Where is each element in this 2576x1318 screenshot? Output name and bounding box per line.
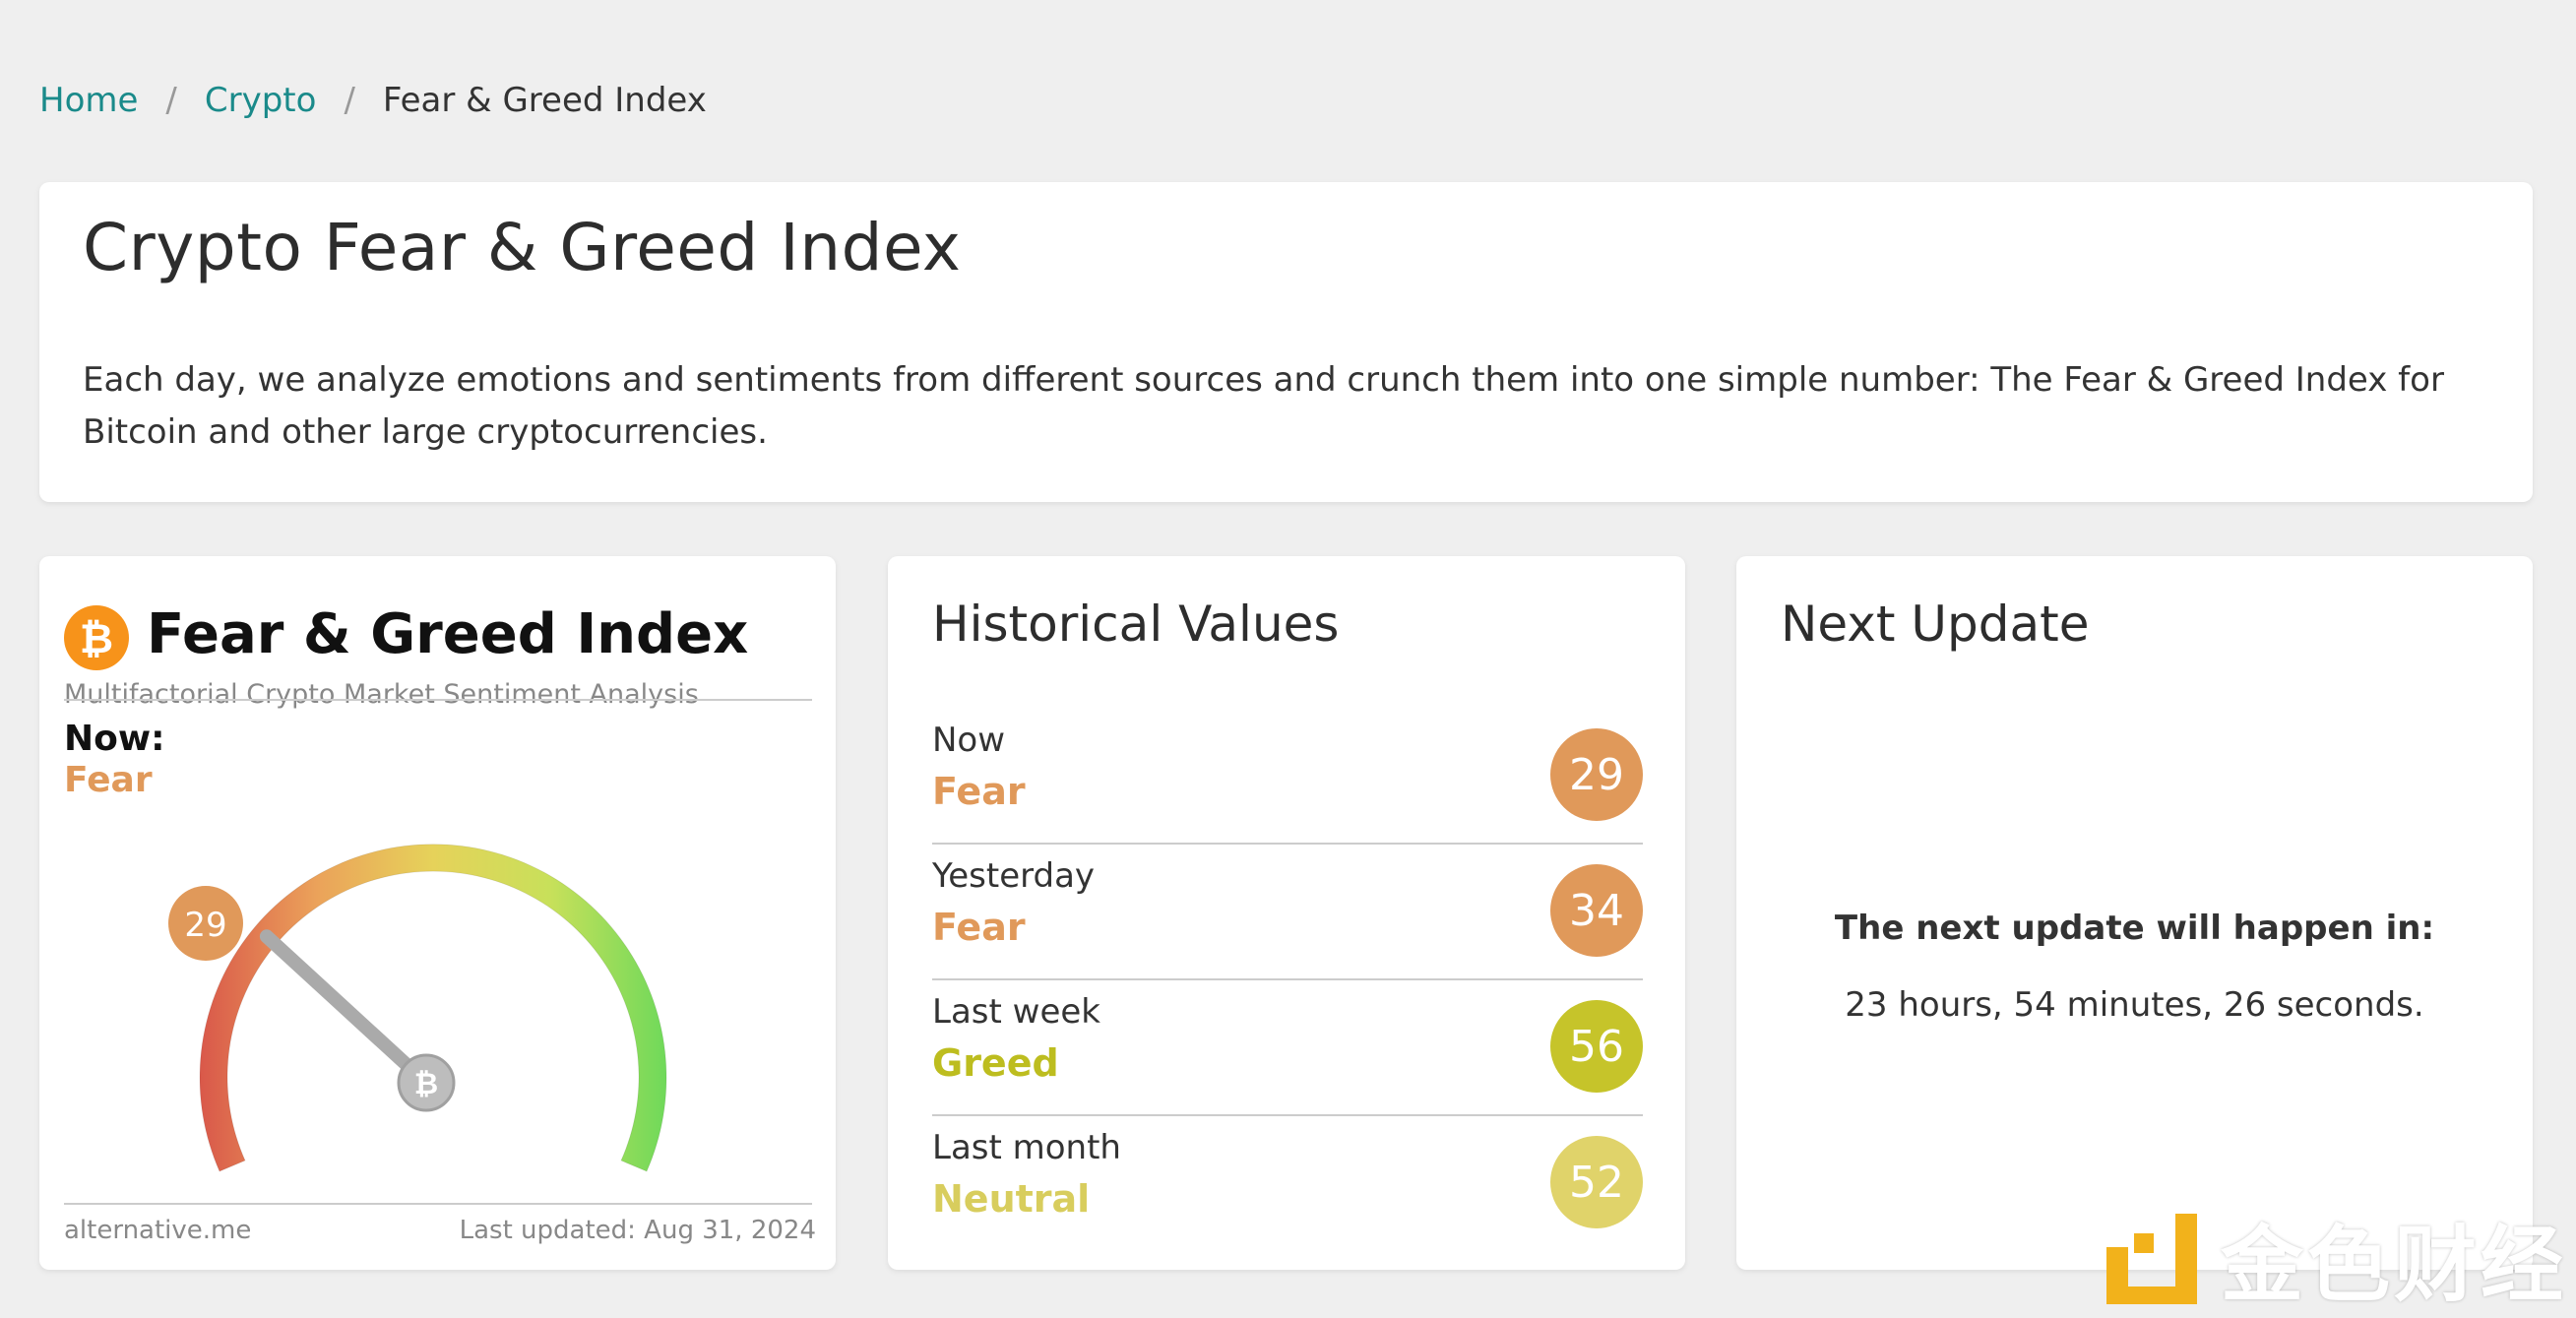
widget-source: alternative.me: [64, 1216, 252, 1245]
list-item: Last month Neutral 52: [932, 1116, 1643, 1250]
watermark-logo-icon: [2106, 1213, 2197, 1304]
history-period-label: Last month: [932, 1128, 1121, 1167]
history-value-badge: 29: [1550, 728, 1643, 821]
now-label: Now:: [64, 719, 165, 759]
history-value-badge: 52: [1550, 1136, 1643, 1228]
gauge-hub-glyph: ₿: [414, 1067, 438, 1101]
intro-description: Each day, we analyze emotions and sentim…: [83, 360, 2444, 452]
bitcoin-logo-icon: ₿: [64, 605, 129, 670]
fear-greed-widget: ₿ Fear & Greed Index Multifactorial Cryp…: [39, 556, 836, 1270]
page-title: Crypto Fear & Greed Index: [83, 210, 962, 285]
sentiment-gauge: ₿ 29: [168, 844, 667, 1172]
history-value-badge: 34: [1550, 864, 1643, 957]
breadcrumb-separator: /: [344, 81, 355, 120]
breadcrumb: Home / Crypto / Fear & Greed Index: [39, 81, 707, 120]
widget-title: Fear & Greed Index: [147, 602, 749, 666]
next-update-card: Next Update The next update will happen …: [1736, 556, 2533, 1270]
gauge-value-label: 29: [184, 906, 226, 945]
list-item: Yesterday Fear 34: [932, 845, 1643, 980]
widget-last-updated: Last updated: Aug 31, 2024: [459, 1216, 816, 1245]
historical-title: Historical Values: [932, 596, 1340, 653]
breadcrumb-current: Fear & Greed Index: [382, 81, 707, 120]
divider: [64, 1203, 812, 1205]
widget-subtitle: Multifactorial Crypto Market Sentiment A…: [64, 679, 699, 710]
history-period-label: Last week: [932, 992, 1100, 1032]
gauge-needle: [259, 929, 433, 1090]
breadcrumb-separator: /: [165, 81, 177, 120]
history-status: Fear: [932, 906, 1026, 949]
next-update-countdown: 23 hours, 54 minutes, 26 seconds.: [1845, 985, 2424, 1025]
historical-values-card: Historical Values Now Fear 29 Yesterday …: [888, 556, 1685, 1270]
now-value: Fear: [64, 760, 153, 800]
history-period-label: Yesterday: [932, 856, 1096, 896]
history-value-badge: 56: [1550, 1000, 1643, 1093]
history-status: Fear: [932, 770, 1026, 813]
list-item: Now Fear 29: [932, 709, 1643, 845]
gauge-value-badge: [168, 886, 243, 961]
next-update-title: Next Update: [1781, 596, 2090, 653]
history-status: Greed: [932, 1041, 1059, 1085]
next-update-message: The next update will happen in:: [1834, 909, 2435, 948]
breadcrumb-crypto-link[interactable]: Crypto: [204, 81, 317, 120]
watermark-text: 金色财经: [2221, 1217, 2568, 1313]
watermark: 金色财经: [2106, 1199, 2567, 1318]
historical-list: Now Fear 29 Yesterday Fear 34 Last week …: [932, 709, 1643, 1250]
gauge-hub-icon: [397, 1053, 456, 1112]
history-status: Neutral: [932, 1177, 1091, 1221]
gauge-arc: [199, 844, 667, 1172]
breadcrumb-home-link[interactable]: Home: [39, 81, 139, 120]
divider: [64, 699, 812, 701]
list-item: Last week Greed 56: [932, 980, 1643, 1116]
history-period-label: Now: [932, 721, 1006, 760]
intro-card: Crypto Fear & Greed Index Each day, we a…: [39, 182, 2533, 502]
